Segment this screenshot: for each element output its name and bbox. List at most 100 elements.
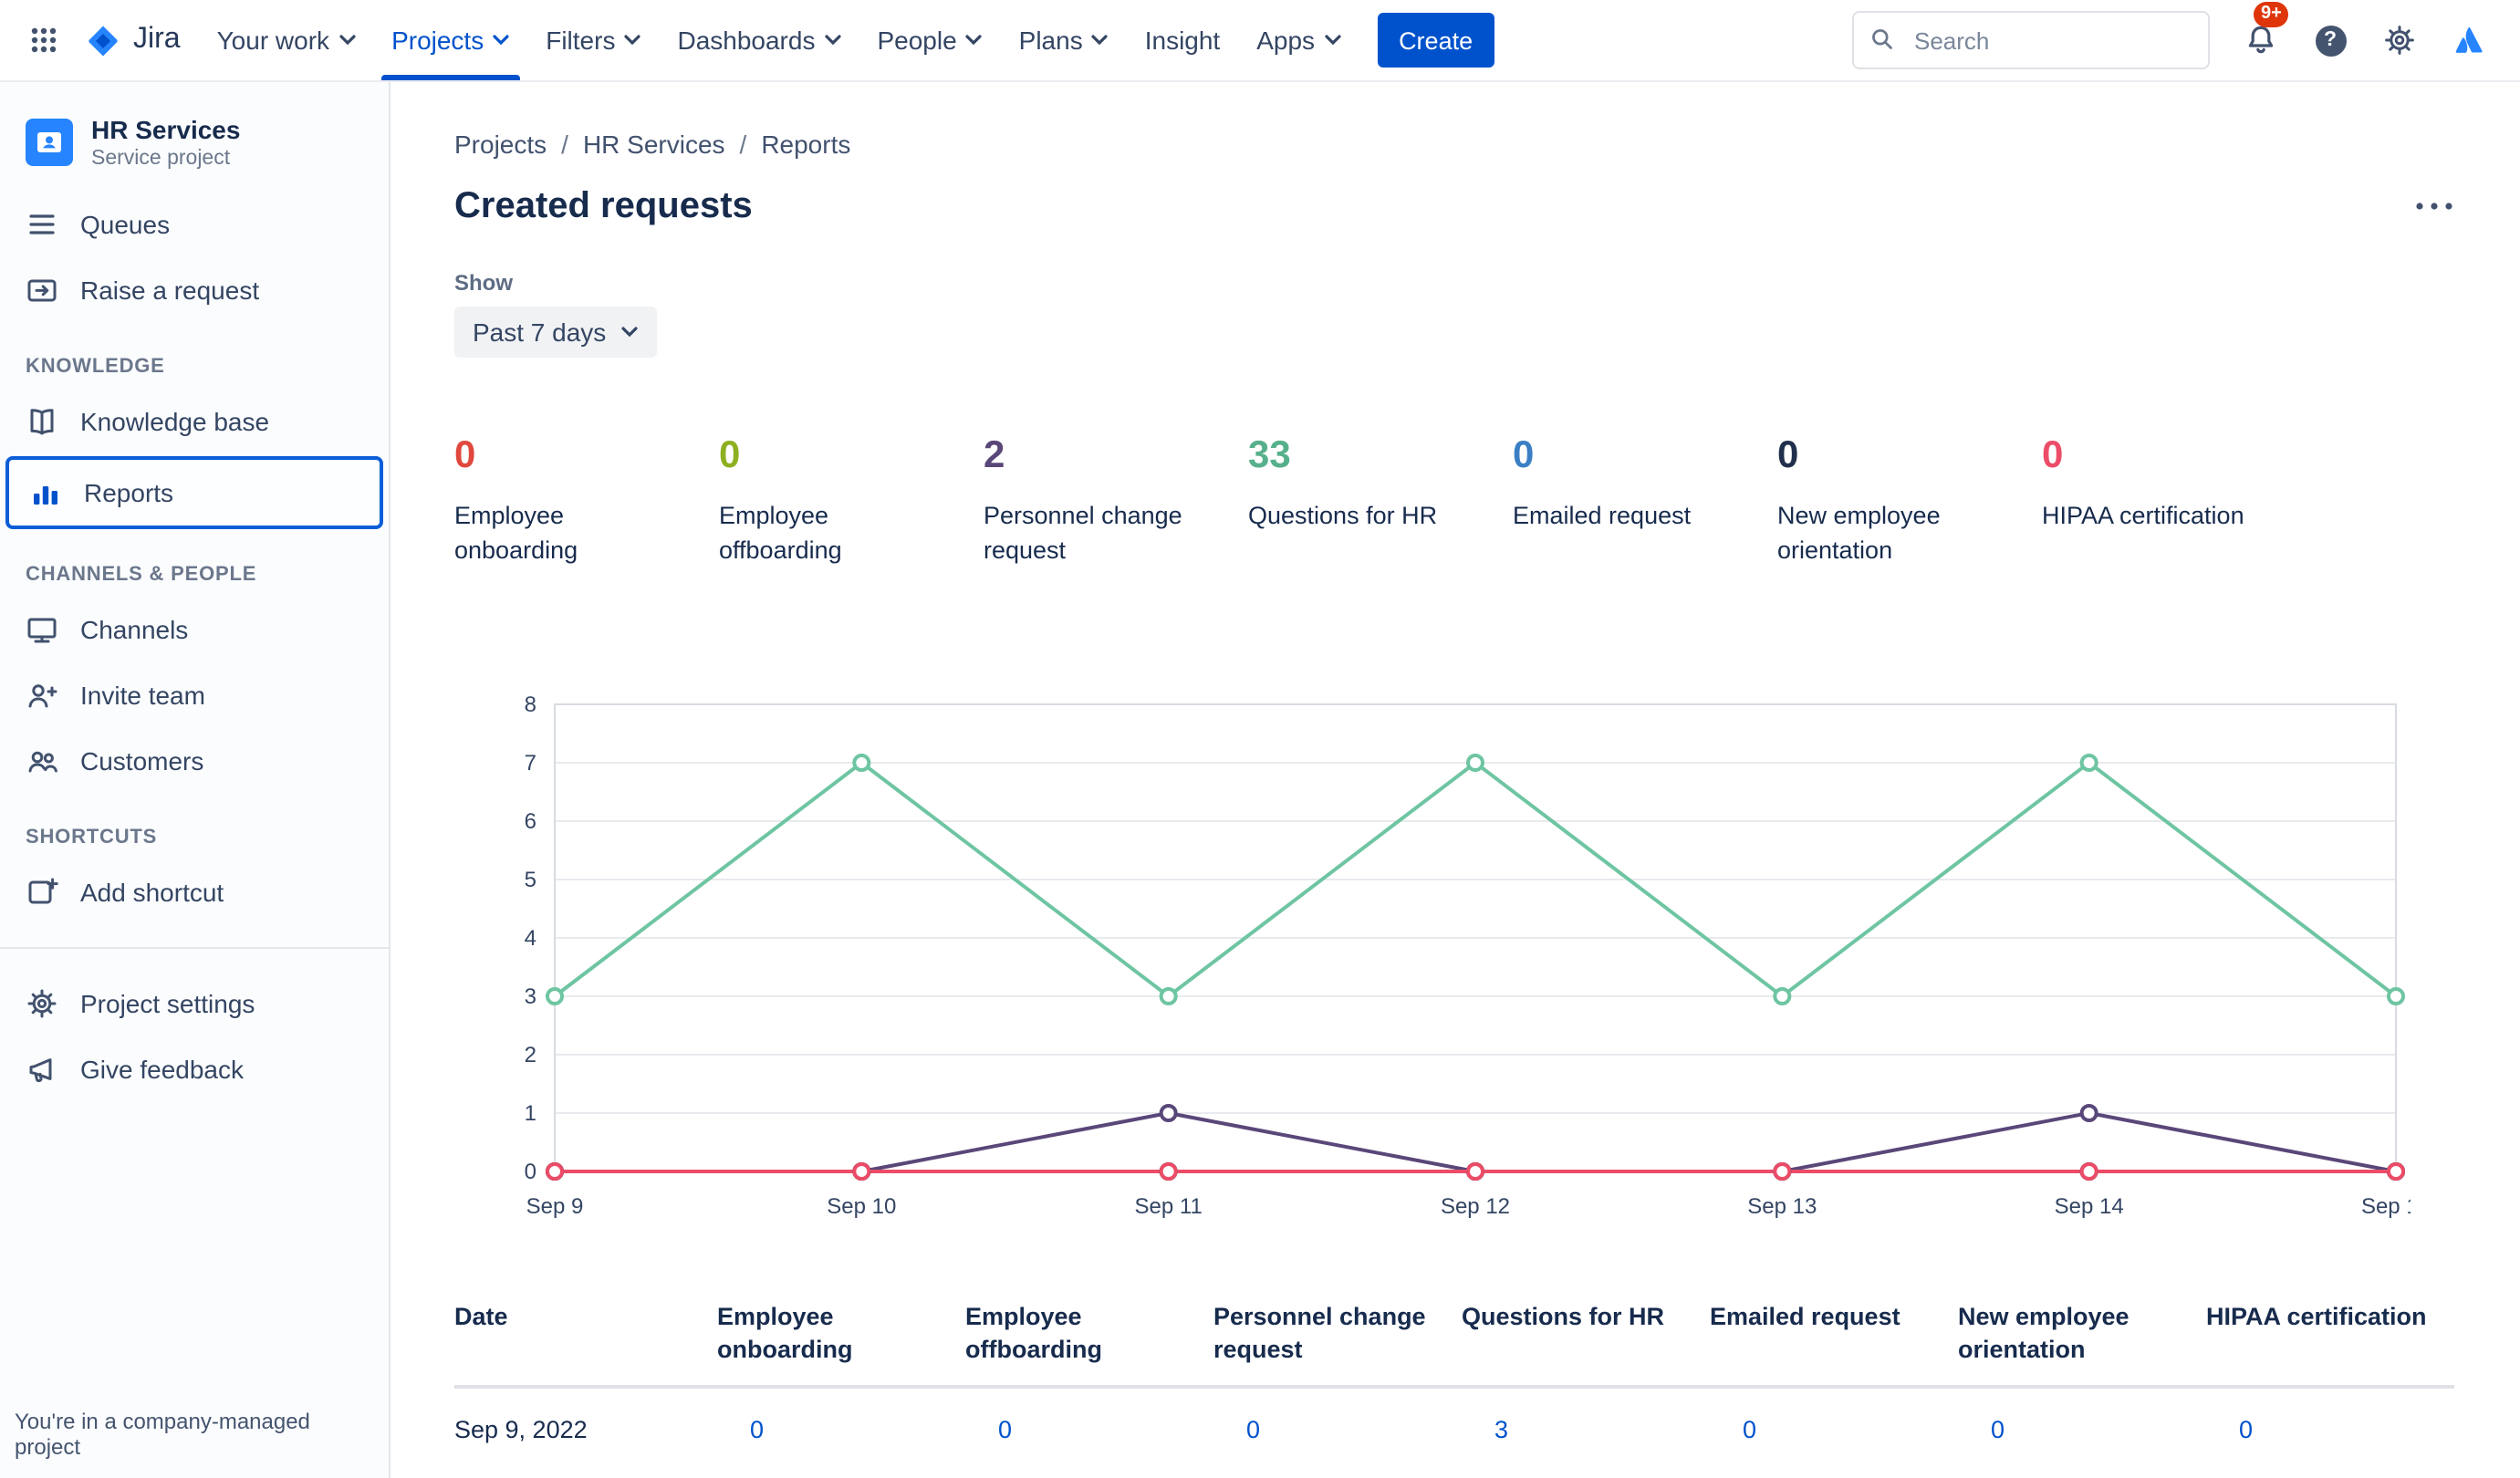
jira-logo-icon xyxy=(89,25,118,56)
gear-icon xyxy=(24,985,60,1022)
add-shortcut-icon xyxy=(24,874,60,911)
chevron-down-icon xyxy=(966,35,983,46)
date-range-dropdown[interactable]: Past 7 days xyxy=(454,307,658,358)
stat-new-employee-orientation: 0 New employee orientation xyxy=(1777,434,2042,569)
sidebar-divider xyxy=(0,947,389,949)
svg-text:7: 7 xyxy=(525,751,536,775)
svg-text:Sep 10: Sep 10 xyxy=(827,1194,896,1219)
book-icon xyxy=(24,403,60,440)
stat-personnel-change-request: 2 Personnel change request xyxy=(984,434,1248,569)
col-header-personnel-change-request: Personnel change request xyxy=(1213,1300,1462,1390)
settings-button[interactable] xyxy=(2370,11,2429,69)
sidebar-item-project-settings[interactable]: Project settings xyxy=(0,971,389,1036)
more-actions-button[interactable] xyxy=(2407,182,2462,230)
bar-chart-icon xyxy=(27,474,64,511)
breadcrumb-projects[interactable]: Projects xyxy=(454,130,547,159)
count-link[interactable]: 0 xyxy=(1743,1416,1757,1444)
nav-filters[interactable]: Filters xyxy=(527,0,659,80)
section-channels-people: CHANNELS & PEOPLE xyxy=(26,564,257,586)
svg-text:Sep 14: Sep 14 xyxy=(2055,1194,2124,1219)
nav-insight[interactable]: Insight xyxy=(1127,0,1239,80)
create-button[interactable]: Create xyxy=(1377,13,1495,68)
help-icon: ? xyxy=(2315,25,2346,56)
breadcrumb: Projects / HR Services / Reports xyxy=(454,130,2520,159)
project-sidebar: HR Services Service project Queues Raise… xyxy=(0,82,390,1478)
breadcrumb-separator: / xyxy=(739,130,747,159)
count-link[interactable]: 0 xyxy=(750,1416,765,1444)
atlassian-app-button[interactable] xyxy=(2440,11,2498,69)
more-dots-icon xyxy=(2416,203,2452,210)
table-row: Sep 10, 2022 0 0 0 7 0 0 0 xyxy=(454,1458,2454,1478)
nav-plans[interactable]: Plans xyxy=(1001,0,1127,80)
chevron-down-icon xyxy=(493,35,509,46)
app-switcher-button[interactable] xyxy=(15,11,73,69)
svg-text:Sep 12: Sep 12 xyxy=(1441,1194,1510,1219)
svg-text:2: 2 xyxy=(525,1043,536,1067)
help-button[interactable]: ? xyxy=(2301,11,2359,69)
sidebar-item-knowledge-base[interactable]: Knowledge base xyxy=(0,389,389,454)
svg-text:8: 8 xyxy=(525,692,536,717)
col-header-hipaa-certification: HIPAA certification xyxy=(2206,1300,2454,1390)
nav-projects[interactable]: Projects xyxy=(373,0,527,80)
people-icon xyxy=(24,743,60,779)
sidebar-item-reports[interactable]: Reports xyxy=(5,456,383,529)
stat-label: Emailed request xyxy=(1513,502,1692,529)
app-grid-icon xyxy=(31,27,57,53)
sidebar-item-raise-a-request[interactable]: Raise a request xyxy=(0,257,389,323)
sidebar-item-add-shortcut[interactable]: Add shortcut xyxy=(0,859,389,925)
table-row: Sep 9, 2022 0 0 0 3 0 0 0 xyxy=(454,1387,2454,1458)
search-box[interactable] xyxy=(1852,11,2210,69)
stat-value: 0 xyxy=(2042,434,2064,476)
sidebar-item-invite-team[interactable]: Invite team xyxy=(0,662,389,728)
stat-label: Personnel change request xyxy=(984,502,1182,564)
stat-emailed-request: 0 Emailed request xyxy=(1513,434,1777,569)
stat-value: 0 xyxy=(1777,434,1799,476)
col-header-employee-offboarding: Employee offboarding xyxy=(965,1300,1213,1390)
col-header-date: Date xyxy=(454,1300,717,1390)
search-icon xyxy=(1872,29,1892,49)
nav-dashboards[interactable]: Dashboards xyxy=(659,0,859,80)
project-name: HR Services xyxy=(91,115,241,144)
svg-text:6: 6 xyxy=(525,809,536,834)
sidebar-item-queues[interactable]: Queues xyxy=(0,192,389,257)
stat-value: 0 xyxy=(1513,434,1535,476)
chevron-down-icon xyxy=(1092,35,1109,46)
svg-text:3: 3 xyxy=(525,984,536,1009)
sidebar-item-customers[interactable]: Customers xyxy=(0,728,389,794)
stat-value: 2 xyxy=(984,434,1005,476)
gear-icon xyxy=(2385,26,2414,55)
stat-value: 0 xyxy=(719,434,741,476)
stat-label: New employee orientation xyxy=(1777,502,1941,564)
managed-project-note: You're in a company-managed project xyxy=(15,1409,310,1460)
col-header-questions-for-hr: Questions for HR xyxy=(1462,1300,1710,1390)
chevron-down-icon xyxy=(621,327,638,338)
notifications-button[interactable]: 9+ xyxy=(2232,2,2290,69)
person-add-icon xyxy=(24,677,60,713)
stat-value: 0 xyxy=(454,434,476,476)
row-date: Sep 10, 2022 xyxy=(454,1458,717,1478)
breadcrumb-hr-services[interactable]: HR Services xyxy=(582,130,725,159)
search-input[interactable] xyxy=(1911,25,2155,56)
count-link[interactable]: 0 xyxy=(1991,1416,2005,1444)
svg-text:5: 5 xyxy=(525,868,536,892)
nav-people[interactable]: People xyxy=(859,0,1000,80)
svg-text:4: 4 xyxy=(525,926,536,951)
sidebar-item-channels[interactable]: Channels xyxy=(0,597,389,662)
created-requests-table: Date Employee onboarding Employee offboa… xyxy=(454,1300,2454,1478)
count-link[interactable]: 3 xyxy=(1494,1416,1509,1444)
col-header-emailed-request: Emailed request xyxy=(1710,1300,1958,1390)
count-link[interactable]: 0 xyxy=(2239,1416,2254,1444)
jira-logo[interactable]: Jira xyxy=(73,21,199,59)
page-title: Created requests xyxy=(454,185,753,225)
count-link[interactable]: 0 xyxy=(1246,1416,1261,1444)
breadcrumb-reports[interactable]: Reports xyxy=(761,130,851,159)
raise-request-icon xyxy=(24,272,60,308)
nav-your-work[interactable]: Your work xyxy=(199,0,374,80)
svg-text:Sep 11: Sep 11 xyxy=(1135,1194,1203,1219)
nav-apps[interactable]: Apps xyxy=(1238,0,1359,80)
count-link[interactable]: 0 xyxy=(998,1416,1013,1444)
chevron-down-icon xyxy=(624,35,641,46)
row-date: Sep 9, 2022 xyxy=(454,1416,588,1444)
sidebar-item-give-feedback[interactable]: Give feedback xyxy=(0,1036,389,1102)
